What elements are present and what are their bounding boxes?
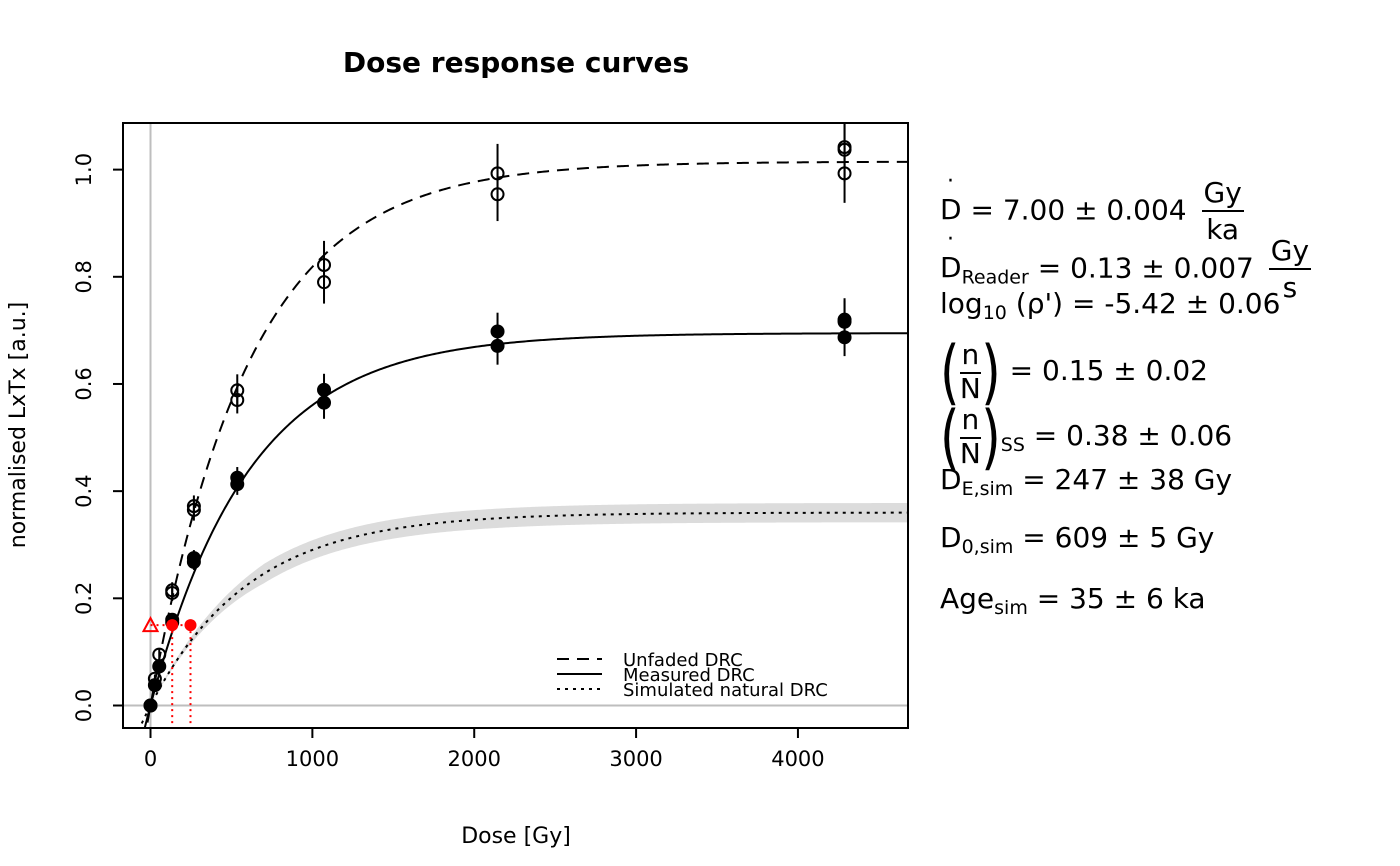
- y-tick-label: 0.6: [72, 367, 96, 400]
- measured-point: [230, 470, 245, 485]
- nN-den: N: [959, 372, 981, 406]
- x-tick-label: 3000: [609, 747, 662, 771]
- reader-rate-value: = 0.13 ± 0.007: [1028, 251, 1263, 285]
- nN-ss-den: N: [959, 437, 981, 471]
- dose-rate-unit-num: Gy: [1201, 178, 1244, 213]
- dose-rate-symbol: D: [940, 193, 962, 226]
- measured-point: [152, 659, 167, 674]
- reader-rate-symbol: D: [940, 251, 962, 284]
- plot-area: [123, 123, 908, 728]
- age-sim-value: = 35 ± 6 ka: [1027, 582, 1206, 615]
- measured-point: [490, 324, 505, 339]
- nN-ss-value: = 0.38 ± 0.06: [1024, 418, 1233, 452]
- x-tick-label: 1000: [286, 747, 339, 771]
- rho-annotation: log10 (ρ') = -5.42 ± 0.06: [940, 290, 1280, 323]
- x-tick-label: 4000: [771, 747, 824, 771]
- y-tick-label: 0.0: [72, 689, 96, 722]
- legend-label: Simulated natural DRC: [623, 680, 828, 701]
- d0-sim-symbol: D: [940, 521, 962, 554]
- legend-label: Measured DRC: [623, 665, 755, 686]
- measured-point: [143, 698, 158, 713]
- measured-point: [837, 312, 852, 327]
- measured-point: [317, 382, 332, 397]
- rho-value: (ρ') = -5.42 ± 0.06: [1006, 287, 1281, 320]
- measured-point: [186, 551, 201, 566]
- reader-rate-sub: Reader: [961, 266, 1029, 289]
- nN-num: n: [959, 340, 982, 375]
- dose-rate-unit: Gy ka: [1201, 178, 1244, 247]
- rho-log: log: [940, 287, 983, 320]
- plot-layer: 0 1000 2000 3000 4000 0.0 0.2 0.4 0.6 0.8 1.0: [72, 122, 909, 771]
- nN-value: = 0.15 ± 0.02: [1000, 353, 1208, 387]
- unfaded-point: [230, 383, 245, 398]
- reader-rate-unit: Gy s: [1268, 236, 1312, 305]
- d0-sim-value: = 609 ± 5 Gy: [1013, 521, 1215, 554]
- unfaded-point: [837, 140, 852, 155]
- simulated-de-point: [184, 619, 197, 632]
- curve-solid: [143, 332, 908, 728]
- chart-title: Dose response curves: [343, 46, 689, 79]
- x-axis-label: Dose [Gy]: [461, 824, 571, 849]
- de-sim-annotation: DE,sim = 247 ± 38 Gy: [940, 466, 1232, 499]
- unfaded-point: [490, 166, 505, 181]
- de-sim-symbol: D: [940, 463, 962, 496]
- y-tick-label: 0.2: [72, 582, 96, 615]
- natural-signal-triangle: [141, 616, 160, 633]
- curve-dotted: [138, 511, 908, 728]
- rho-sub: 10: [982, 302, 1007, 324]
- y-tick-label: 0.4: [72, 474, 96, 507]
- nN-ss-num: n: [959, 405, 982, 440]
- y-tick-label: 1.0: [72, 153, 96, 186]
- d0-sim-annotation: D0,sim = 609 ± 5 Gy: [940, 524, 1214, 557]
- legend-label: Unfaded DRC: [623, 650, 743, 671]
- y-tick-label: 0.8: [72, 260, 96, 293]
- dose-rate-unit-den: ka: [1206, 213, 1240, 247]
- unfaded-point: [186, 499, 201, 514]
- x-tick-label: 0: [144, 747, 157, 771]
- d0-sim-sub: 0,sim: [961, 536, 1014, 558]
- age-sim-annotation: Agesim = 35 ± 6 ka: [940, 585, 1206, 618]
- nN-ss-annotation: (n N)SS = 0.38 ± 0.06: [940, 396, 1233, 478]
- de-sim-value: = 247 ± 38 Gy: [1013, 463, 1233, 496]
- unfaded-point: [165, 585, 180, 600]
- age-sim-sub: sim: [994, 597, 1028, 619]
- reader-rate-unit-den: s: [1282, 271, 1298, 305]
- curve-dashed: [145, 160, 908, 728]
- measured-point: [147, 678, 162, 693]
- measured-de-point: [166, 619, 179, 632]
- dose-rate-value: = 7.00 ± 0.004: [961, 193, 1196, 227]
- de-sim-sub: E,sim: [961, 478, 1014, 500]
- nN-ss-sub: SS: [1000, 433, 1025, 456]
- reader-rate-annotation: DReader = 0.13 ± 0.007 Gys: [940, 236, 1312, 305]
- reader-rate-unit-num: Gy: [1268, 236, 1312, 271]
- plot-frame: [122, 122, 909, 729]
- unfaded-point: [317, 258, 332, 273]
- y-axis-label: normalised LxTx [a.u.]: [6, 302, 31, 548]
- age-sim-symbol: Age: [940, 582, 995, 615]
- x-tick-label: 2000: [448, 747, 501, 771]
- nN-annotation: (n N) = 0.15 ± 0.02: [940, 331, 1208, 413]
